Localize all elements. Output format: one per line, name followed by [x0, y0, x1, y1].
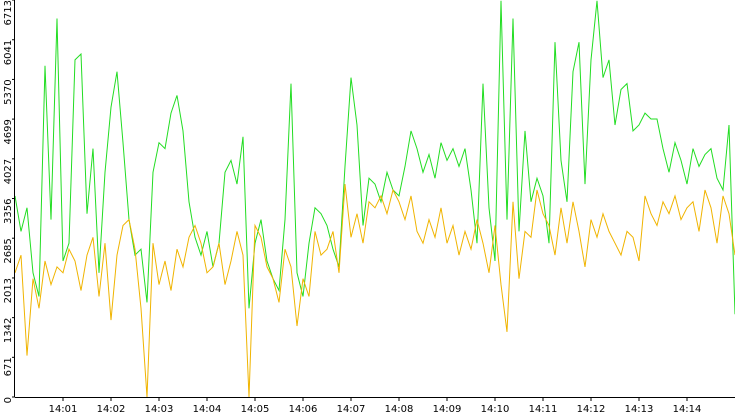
x-tick-label: 14:06: [289, 404, 318, 415]
y-tick-label: 1342: [3, 318, 14, 343]
y-tick-label: 671: [3, 357, 14, 376]
x-tick-label: 14:11: [529, 404, 558, 415]
x-tick-label: 14:09: [433, 404, 462, 415]
x-tick-label: 14:01: [49, 404, 78, 415]
x-tick-label: 14:02: [97, 404, 126, 415]
y-tick-label: 6713: [3, 0, 14, 25]
y-tick-label: 6041: [3, 40, 14, 65]
x-tick-label: 14:08: [385, 404, 414, 415]
y-tick-label: 4027: [3, 159, 14, 184]
x-tick-label: 14:12: [577, 404, 606, 415]
x-tick-label: 14:10: [481, 404, 510, 415]
x-tick-label: 14:04: [193, 404, 222, 415]
y-tick-label: 2013: [3, 278, 14, 303]
y-tick-label: 2685: [3, 238, 14, 263]
x-tick-label: 14:07: [337, 404, 366, 415]
x-tick-label: 14:05: [241, 404, 270, 415]
series-line: [14, 0, 735, 315]
y-tick-label: 0: [3, 397, 14, 403]
x-tick-label: 14:14: [673, 404, 702, 415]
x-tick-label: 14:13: [625, 404, 654, 415]
y-tick-label: 5370: [3, 79, 14, 104]
x-tick-label: 14:03: [145, 404, 174, 415]
y-tick-label: 3356: [3, 199, 14, 224]
series-line: [14, 184, 735, 398]
y-tick-label: 4699: [3, 119, 14, 144]
